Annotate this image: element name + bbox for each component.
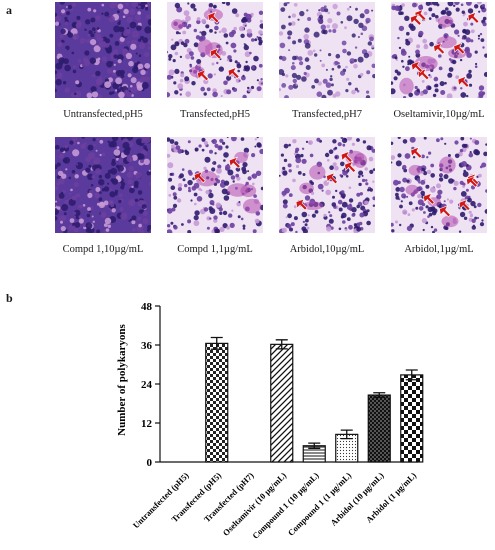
bar-4 xyxy=(270,343,294,463)
x-tick-label: Untransfected (pH5) xyxy=(131,470,191,530)
red-arrow-icon xyxy=(207,11,220,24)
micrograph-caption: Arbidol,10µg/mL xyxy=(289,244,365,255)
error-bar-8 xyxy=(405,369,418,381)
red-arrow-icon xyxy=(340,150,353,163)
red-arrow-icon xyxy=(209,47,222,60)
error-bar-4 xyxy=(275,339,288,350)
x-tick-label: Compound 1 (1 µg/mL) xyxy=(286,470,354,538)
y-axis-label: Number of polykaryons xyxy=(116,323,128,435)
micrograph-2 xyxy=(167,2,263,98)
micrograph-3 xyxy=(279,2,375,98)
bar-chart: Number of polykaryons 0 12 24 36 48 Untransf… xyxy=(116,301,424,541)
bar-2 xyxy=(205,342,229,463)
y-tick-label: 0 xyxy=(147,457,153,469)
y-tick-label: 48 xyxy=(141,301,153,313)
red-arrow-icon xyxy=(295,198,308,211)
red-arrow-icon xyxy=(433,42,446,55)
micrograph-caption: Transfected,pH7 xyxy=(292,109,362,120)
micrograph-caption: Untransfected,pH5 xyxy=(63,109,143,120)
red-arrow-icon xyxy=(439,205,451,218)
red-arrow-icon xyxy=(410,13,422,26)
red-arrow-icon xyxy=(457,75,470,88)
micrograph-6 xyxy=(167,137,263,233)
red-arrow-icon xyxy=(410,146,423,159)
red-arrow-icon xyxy=(193,171,206,184)
micrograph-caption: Compd 1,1µg/mL xyxy=(177,244,253,255)
micrograph-caption: Arbidol,1µg/mL xyxy=(404,244,474,255)
bar-7 xyxy=(367,394,391,463)
bar-8 xyxy=(400,374,424,463)
micrograph-1 xyxy=(55,2,151,98)
panel-b-label: b xyxy=(6,291,13,305)
red-arrow-icon xyxy=(326,172,338,185)
red-arrow-icon xyxy=(227,66,240,79)
panel-a-label: a xyxy=(6,3,12,17)
micrograph-7 xyxy=(279,137,375,233)
micrograph-caption: Oseltamivir,10µg/mL xyxy=(393,109,485,120)
red-arrow-icon xyxy=(458,198,471,211)
red-arrow-icon xyxy=(228,156,241,169)
x-tick-label: Oseltamivir (10 µg/mL) xyxy=(221,470,289,538)
error-bar-6 xyxy=(340,429,353,440)
y-tick-label: 12 xyxy=(141,418,153,430)
micrograph-4 xyxy=(391,2,487,98)
red-arrow-icon xyxy=(411,60,423,73)
red-arrow-icon xyxy=(453,42,466,55)
micrograph-caption: Compd 1,10µg/mL xyxy=(62,244,144,255)
micrograph-caption: Transfected,pH5 xyxy=(180,109,250,120)
y-tick-label: 24 xyxy=(141,379,153,391)
red-arrow-icon xyxy=(466,175,478,188)
micrograph-5 xyxy=(55,137,151,233)
red-arrow-icon xyxy=(423,192,435,205)
red-arrow-icon xyxy=(467,11,480,24)
error-bar-7 xyxy=(373,392,386,398)
red-arrow-icon xyxy=(344,160,357,173)
error-bar-5 xyxy=(308,442,321,449)
y-tick-label: 36 xyxy=(141,340,153,352)
micrograph-8 xyxy=(391,137,487,233)
red-arrow-icon xyxy=(197,69,209,82)
error-bar-2 xyxy=(210,336,223,350)
